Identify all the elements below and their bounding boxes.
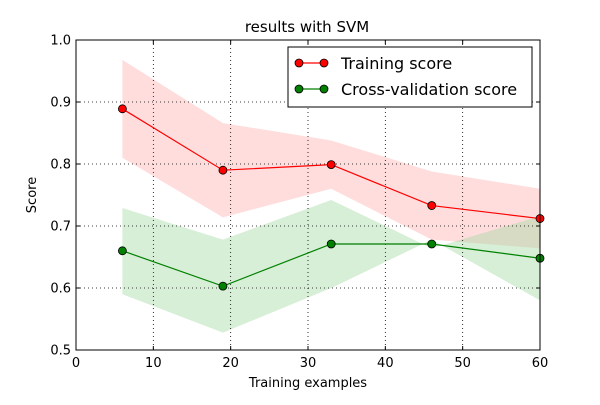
confidence-band-series-0 <box>122 59 541 249</box>
y-tick-label: 0.6 <box>50 282 71 297</box>
data-point-series-0 <box>218 165 228 175</box>
data-point-series-0 <box>326 160 336 170</box>
chart-title: results with SVM <box>245 18 369 36</box>
data-point-series-1 <box>326 239 336 249</box>
y-tick-label: 1.0 <box>50 34 71 49</box>
legend-marker-cv <box>294 84 304 94</box>
legend-marker-cv <box>319 84 329 94</box>
confidence-band-series-1 <box>122 199 541 333</box>
data-point-series-0 <box>118 104 127 114</box>
y-axis-label: Score <box>25 177 40 213</box>
data-point-series-1 <box>218 281 228 291</box>
x-axis-label: Training examples <box>248 376 367 391</box>
confidence-bands <box>122 59 541 333</box>
x-tick-label: 20 <box>222 356 239 371</box>
data-point-series-1 <box>118 246 127 256</box>
x-tick-label: 0 <box>72 356 80 371</box>
axis-ticks: 0 10 20 30 40 50 60 0.5 0.6 0.7 0.8 0.9 1.0 <box>50 34 548 372</box>
data-point-series-0 <box>427 201 437 210</box>
legend-marker-training <box>319 58 329 68</box>
series-lines <box>118 104 545 291</box>
y-tick-label: 0.5 <box>50 344 71 359</box>
x-tick-label: 10 <box>145 356 162 371</box>
y-tick-label: 0.8 <box>50 158 71 173</box>
legend: Training score Cross-validation score <box>287 46 533 108</box>
y-tick-label: 0.9 <box>50 96 71 111</box>
x-tick-label: 30 <box>300 356 317 371</box>
legend-label-training: Training score <box>340 54 452 73</box>
y-tick-label: 0.7 <box>50 220 71 235</box>
x-tick-label: 60 <box>532 356 549 371</box>
legend-label-cv: Cross-validation score <box>341 80 517 99</box>
legend-box <box>287 46 533 108</box>
x-tick-label: 40 <box>377 356 394 371</box>
x-tick-label: 50 <box>454 356 471 371</box>
data-point-series-1 <box>427 239 437 249</box>
legend-marker-training <box>294 58 304 68</box>
